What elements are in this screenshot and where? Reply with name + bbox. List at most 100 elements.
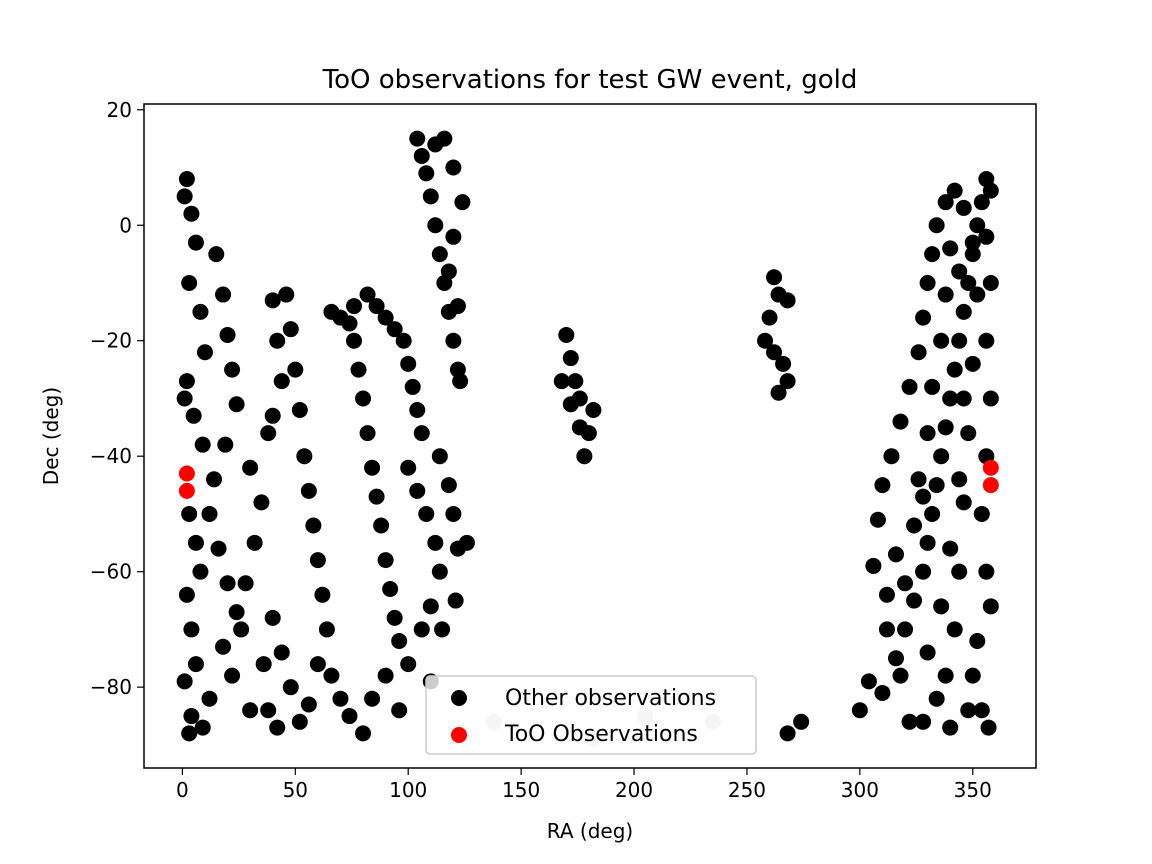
data-point-other bbox=[445, 159, 462, 176]
data-point-other bbox=[445, 228, 462, 245]
data-point-other bbox=[960, 425, 977, 442]
data-point-other bbox=[978, 563, 995, 580]
data-point-other bbox=[377, 552, 394, 569]
data-point-other bbox=[224, 667, 241, 684]
data-point-other bbox=[585, 402, 602, 419]
data-point-other bbox=[210, 540, 227, 557]
data-point-other bbox=[973, 194, 990, 211]
data-point-other bbox=[404, 378, 421, 395]
data-point-other bbox=[955, 199, 972, 216]
data-point-other bbox=[181, 274, 198, 291]
legend-label-other: Other observations bbox=[505, 686, 716, 711]
data-point-other bbox=[242, 702, 259, 719]
data-point-other bbox=[779, 725, 796, 742]
data-point-other bbox=[413, 621, 430, 638]
data-point-other bbox=[400, 355, 417, 372]
data-point-other bbox=[951, 332, 968, 349]
data-point-other bbox=[567, 373, 584, 390]
data-point-other bbox=[373, 517, 390, 534]
data-point-other bbox=[382, 581, 399, 598]
data-point-other bbox=[422, 598, 439, 615]
data-point-other bbox=[391, 702, 408, 719]
data-point-other bbox=[400, 459, 417, 476]
data-point-other bbox=[359, 425, 376, 442]
data-point-other bbox=[933, 598, 950, 615]
data-point-other bbox=[287, 361, 304, 378]
data-point-other bbox=[377, 667, 394, 684]
data-point-other bbox=[291, 402, 308, 419]
data-point-other bbox=[228, 604, 245, 621]
data-point-other bbox=[973, 702, 990, 719]
data-point-other bbox=[273, 373, 290, 390]
data-point-other bbox=[860, 673, 877, 690]
data-point-other bbox=[874, 477, 891, 494]
data-point-other bbox=[883, 448, 900, 465]
data-point-other bbox=[176, 188, 193, 205]
x-tick-label: 300 bbox=[841, 778, 879, 802]
data-point-other bbox=[183, 621, 200, 638]
data-point-other bbox=[206, 471, 223, 488]
data-point-other bbox=[273, 644, 290, 661]
data-point-other bbox=[187, 534, 204, 551]
data-point-other bbox=[951, 471, 968, 488]
data-point-too bbox=[982, 477, 999, 494]
data-point-other bbox=[915, 713, 932, 730]
data-point-other bbox=[409, 130, 426, 147]
data-point-other bbox=[969, 632, 986, 649]
data-point-other bbox=[779, 373, 796, 390]
data-point-other bbox=[951, 263, 968, 280]
data-point-other bbox=[937, 194, 954, 211]
data-point-other bbox=[919, 534, 936, 551]
data-point-other bbox=[309, 552, 326, 569]
data-point-too bbox=[982, 459, 999, 476]
data-point-other bbox=[553, 373, 570, 390]
data-point-other bbox=[946, 361, 963, 378]
data-point-other bbox=[194, 436, 211, 453]
data-point-other bbox=[924, 246, 941, 263]
x-axis: 0 50 100 150 200 250 300 350 bbox=[176, 768, 992, 802]
data-point-other bbox=[955, 303, 972, 320]
data-point-other bbox=[910, 471, 927, 488]
data-point-other bbox=[915, 563, 932, 580]
data-point-other bbox=[237, 575, 254, 592]
y-tick-label: −40 bbox=[90, 444, 132, 468]
data-point-other bbox=[377, 309, 394, 326]
data-point-other bbox=[878, 621, 895, 638]
y-tick-label: −60 bbox=[90, 560, 132, 584]
data-point-other bbox=[178, 171, 195, 188]
data-point-other bbox=[187, 656, 204, 673]
x-tick-label: 350 bbox=[954, 778, 992, 802]
data-point-other bbox=[192, 303, 209, 320]
data-point-other bbox=[964, 234, 981, 251]
data-point-other bbox=[219, 575, 236, 592]
data-point-other bbox=[219, 326, 236, 343]
data-point-other bbox=[436, 130, 453, 147]
data-point-other bbox=[915, 309, 932, 326]
data-point-other bbox=[869, 511, 886, 528]
data-point-other bbox=[215, 638, 232, 655]
data-point-other bbox=[413, 147, 430, 164]
data-point-other bbox=[260, 425, 277, 442]
data-point-other bbox=[178, 586, 195, 603]
data-point-other bbox=[449, 298, 466, 315]
data-point-other bbox=[964, 667, 981, 684]
data-point-other bbox=[766, 269, 783, 286]
data-point-other bbox=[878, 586, 895, 603]
data-point-other bbox=[775, 355, 792, 372]
data-point-other bbox=[576, 448, 593, 465]
legend: Other observations ToO Observations bbox=[425, 675, 757, 755]
data-point-other bbox=[228, 396, 245, 413]
data-point-other bbox=[901, 378, 918, 395]
data-point-other bbox=[233, 621, 250, 638]
data-point-other bbox=[296, 448, 313, 465]
data-point-other bbox=[434, 621, 451, 638]
data-point-other bbox=[445, 505, 462, 522]
x-tick-label: 200 bbox=[615, 778, 653, 802]
data-point-other bbox=[391, 632, 408, 649]
data-point-other bbox=[942, 240, 959, 257]
data-point-other bbox=[973, 505, 990, 522]
legend-marker-too bbox=[451, 727, 467, 743]
data-point-other bbox=[264, 292, 281, 309]
data-point-other bbox=[924, 378, 941, 395]
x-tick-label: 150 bbox=[502, 778, 540, 802]
